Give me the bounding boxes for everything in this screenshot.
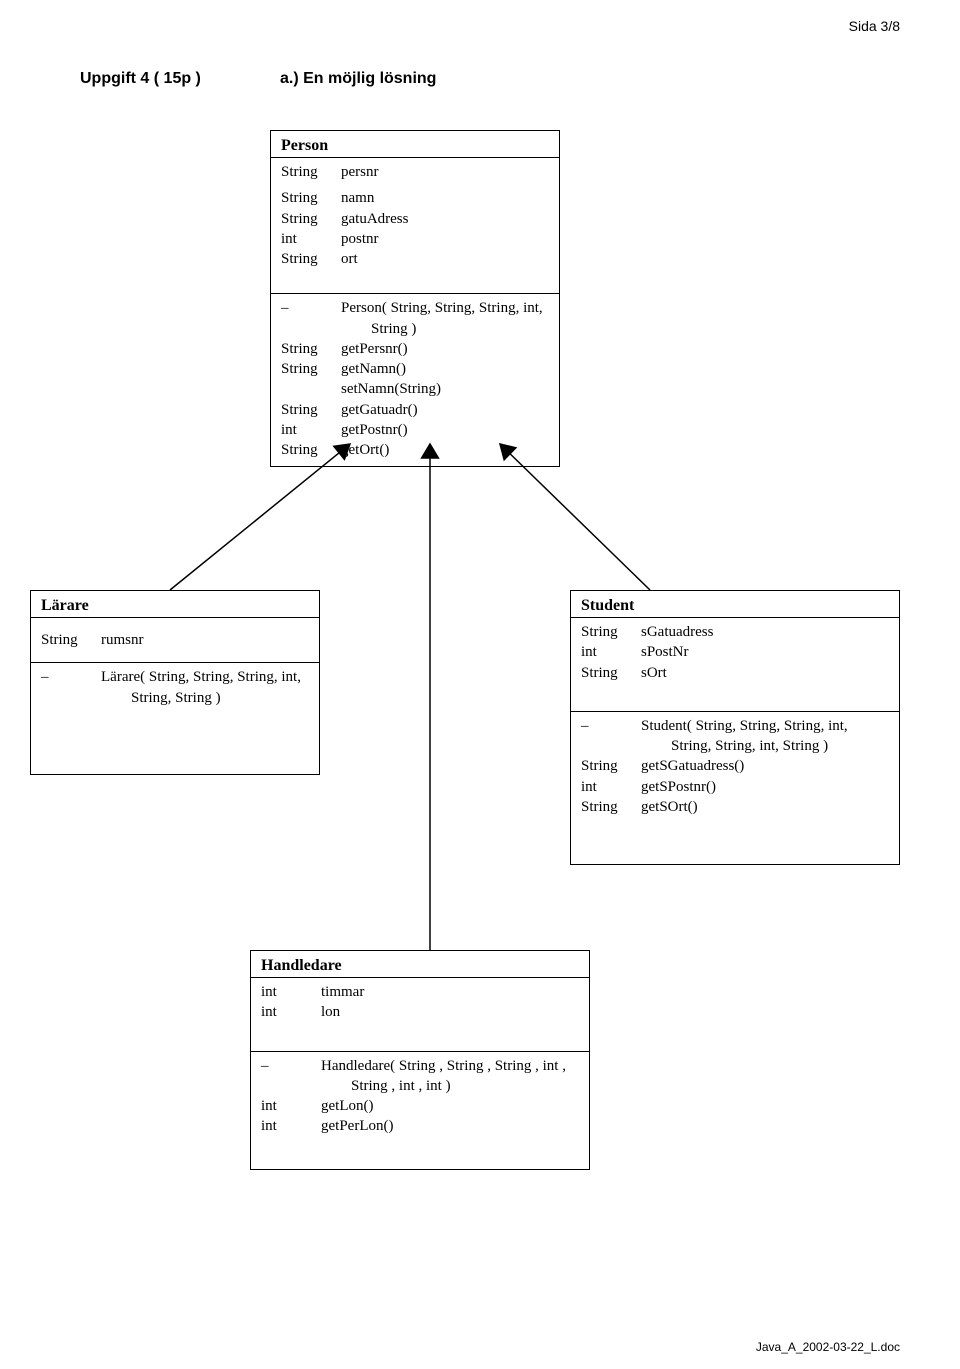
uml-attributes: inttimmar intlon xyxy=(251,977,589,1051)
attr-name: rumsnr xyxy=(101,630,309,650)
uml-attributes: Stringpersnr Stringnamn StringgatuAdress… xyxy=(271,158,559,294)
method-sig: getNamn() xyxy=(341,359,549,379)
method-sig: Student( String, String, String, int, xyxy=(641,716,889,736)
method-type: int xyxy=(261,1116,321,1136)
attr-type: String xyxy=(581,622,641,642)
method-type xyxy=(281,379,341,399)
method-sig: getPerLon() xyxy=(321,1116,579,1136)
method-type: String xyxy=(281,400,341,420)
uml-class-student: Student StringsGatuadress intsPostNr Str… xyxy=(570,590,900,865)
attr-type: String xyxy=(41,630,101,650)
attr-name: sOrt xyxy=(641,663,889,683)
method-cont: String ) xyxy=(281,319,549,339)
uml-class-larare: Lärare Stringrumsnr –Lärare( String, Str… xyxy=(30,590,320,775)
attr-type: String xyxy=(281,162,341,182)
method-sig: getPersnr() xyxy=(341,339,549,359)
uml-class-handledare: Handledare inttimmar intlon –Handledare(… xyxy=(250,950,590,1170)
method-cont: String, String, int, String ) xyxy=(581,736,889,756)
page-footer: Java_A_2002-03-22_L.doc xyxy=(756,1340,900,1354)
uml-methods: –Student( String, String, String, int, S… xyxy=(571,711,899,823)
attr-name: lon xyxy=(321,1002,579,1022)
attr-type: int xyxy=(581,642,641,662)
method-cont: String , int , int ) xyxy=(261,1076,579,1096)
method-type: int xyxy=(581,777,641,797)
method-type: int xyxy=(261,1096,321,1116)
attr-type: int xyxy=(261,982,321,1002)
uml-methods: –Lärare( String, String, String, int, St… xyxy=(31,663,319,714)
method-sig: getLon() xyxy=(321,1096,579,1116)
attr-name: timmar xyxy=(321,982,579,1002)
attr-name: sGatuadress xyxy=(641,622,889,642)
attr-name: gatuAdress xyxy=(341,209,549,229)
attr-name: postnr xyxy=(341,229,549,249)
method-sig: getPostnr() xyxy=(341,420,549,440)
method-sig: setNamn(String) xyxy=(341,379,549,399)
task-title: Uppgift 4 ( 15p ) xyxy=(80,70,201,88)
method-sig: Handledare( String , String , String , i… xyxy=(321,1056,579,1076)
uml-class-title: Person xyxy=(271,131,559,158)
method-type: String xyxy=(581,756,641,776)
method-sig: Person( String, String, String, int, xyxy=(341,298,549,318)
uml-methods: –Handledare( String , String , String , … xyxy=(251,1051,589,1143)
uml-methods: –Person( String, String, String, int, St… xyxy=(271,294,559,466)
attr-name: sPostNr xyxy=(641,642,889,662)
attr-name: ort xyxy=(341,249,549,269)
method-cont: String, String ) xyxy=(41,688,309,708)
method-type: – xyxy=(261,1056,321,1076)
method-type: String xyxy=(281,339,341,359)
method-type: – xyxy=(281,298,341,318)
method-sig: getSPostnr() xyxy=(641,777,889,797)
task-subtitle: a.) En möjlig lösning xyxy=(280,70,436,88)
attr-name: namn xyxy=(341,188,549,208)
attr-type: String xyxy=(281,249,341,269)
uml-attributes: StringsGatuadress intsPostNr StringsOrt xyxy=(571,617,899,711)
method-type: String xyxy=(281,440,341,460)
method-sig: getSOrt() xyxy=(641,797,889,817)
method-type: – xyxy=(41,667,101,687)
page-canvas: Sida 3/8 Uppgift 4 ( 15p ) a.) En möjlig… xyxy=(0,0,960,1369)
page-number: Sida 3/8 xyxy=(849,18,900,34)
uml-class-title: Student xyxy=(571,591,899,617)
method-type: – xyxy=(581,716,641,736)
method-sig: getOrt() xyxy=(341,440,549,460)
attr-name: persnr xyxy=(341,162,549,182)
method-type: String xyxy=(281,359,341,379)
uml-attributes: Stringrumsnr xyxy=(31,617,319,663)
method-type: int xyxy=(281,420,341,440)
attr-type: String xyxy=(581,663,641,683)
method-sig: getSGatuadress() xyxy=(641,756,889,776)
attr-type: String xyxy=(281,188,341,208)
uml-class-title: Lärare xyxy=(31,591,319,617)
attr-type: int xyxy=(281,229,341,249)
attr-type: String xyxy=(281,209,341,229)
method-sig: getGatuadr() xyxy=(341,400,549,420)
method-type: String xyxy=(581,797,641,817)
attr-type: int xyxy=(261,1002,321,1022)
method-sig: Lärare( String, String, String, int, xyxy=(101,667,309,687)
uml-class-title: Handledare xyxy=(251,951,589,977)
uml-class-person: Person Stringpersnr Stringnamn Stringgat… xyxy=(270,130,560,467)
